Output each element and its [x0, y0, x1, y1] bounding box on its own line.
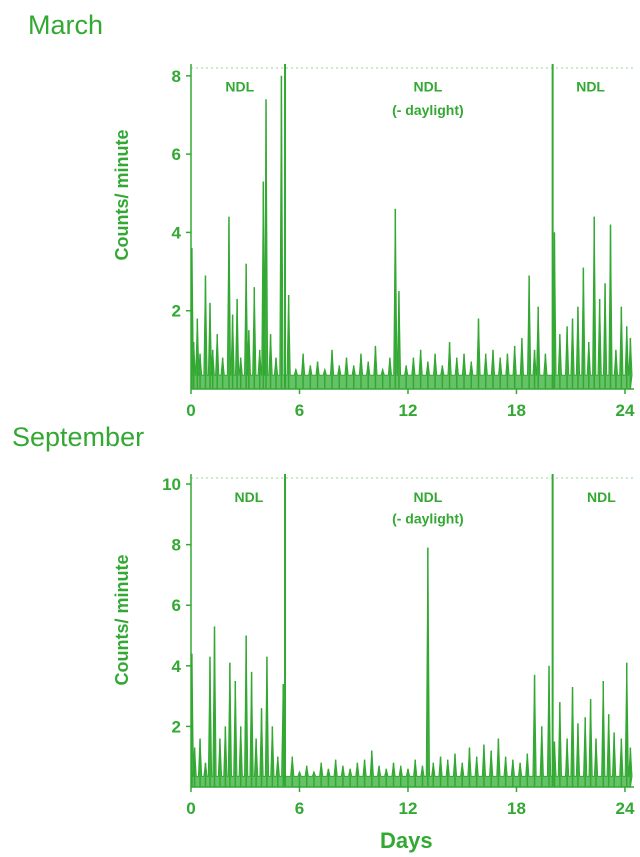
march-y-tick-label: 4: [172, 223, 182, 242]
march-y-axis-label: Counts/ minute: [112, 130, 132, 261]
september-series-area: [190, 547, 633, 788]
march-annotation: NDL: [225, 78, 254, 94]
march-annotation: (- daylight): [392, 102, 464, 118]
september-y-tick-label: 8: [172, 536, 181, 555]
september-x-tick-label: 0: [186, 799, 195, 818]
march-series-area: [190, 75, 633, 390]
september-y-axis-label: Counts/ minute: [112, 555, 132, 686]
september-y-tick-label: 4: [172, 657, 182, 676]
september-annotation: (- daylight): [392, 510, 464, 526]
september-x-tick-label: 24: [615, 799, 634, 818]
march-panel-title: March: [28, 10, 104, 40]
september-x-tick-label: 6: [295, 799, 304, 818]
march-x-tick-label: 18: [507, 401, 526, 420]
march-x-tick-label: 24: [615, 401, 634, 420]
september-annotation: NDL: [413, 489, 442, 505]
september-x-tick-label: 18: [507, 799, 526, 818]
september-y-tick-label: 10: [162, 475, 181, 494]
march-y-tick-label: 8: [172, 67, 181, 86]
september-x-tick-label: 12: [399, 799, 418, 818]
march-y-tick-label: 2: [172, 302, 181, 321]
march-y-tick-label: 6: [172, 145, 181, 164]
september-annotation: NDL: [234, 489, 263, 505]
march-annotation: NDL: [413, 78, 442, 94]
x-axis-label: Days: [380, 828, 433, 853]
march-annotation: NDL: [576, 78, 605, 94]
september-y-tick-label: 2: [172, 717, 181, 736]
september-annotation: NDL: [587, 489, 616, 505]
march-x-tick-label: 0: [186, 401, 195, 420]
march-x-tick-label: 6: [295, 401, 304, 420]
september-y-tick-label: 6: [172, 596, 181, 615]
september-panel-title: September: [12, 422, 145, 452]
march-x-tick-label: 12: [399, 401, 418, 420]
